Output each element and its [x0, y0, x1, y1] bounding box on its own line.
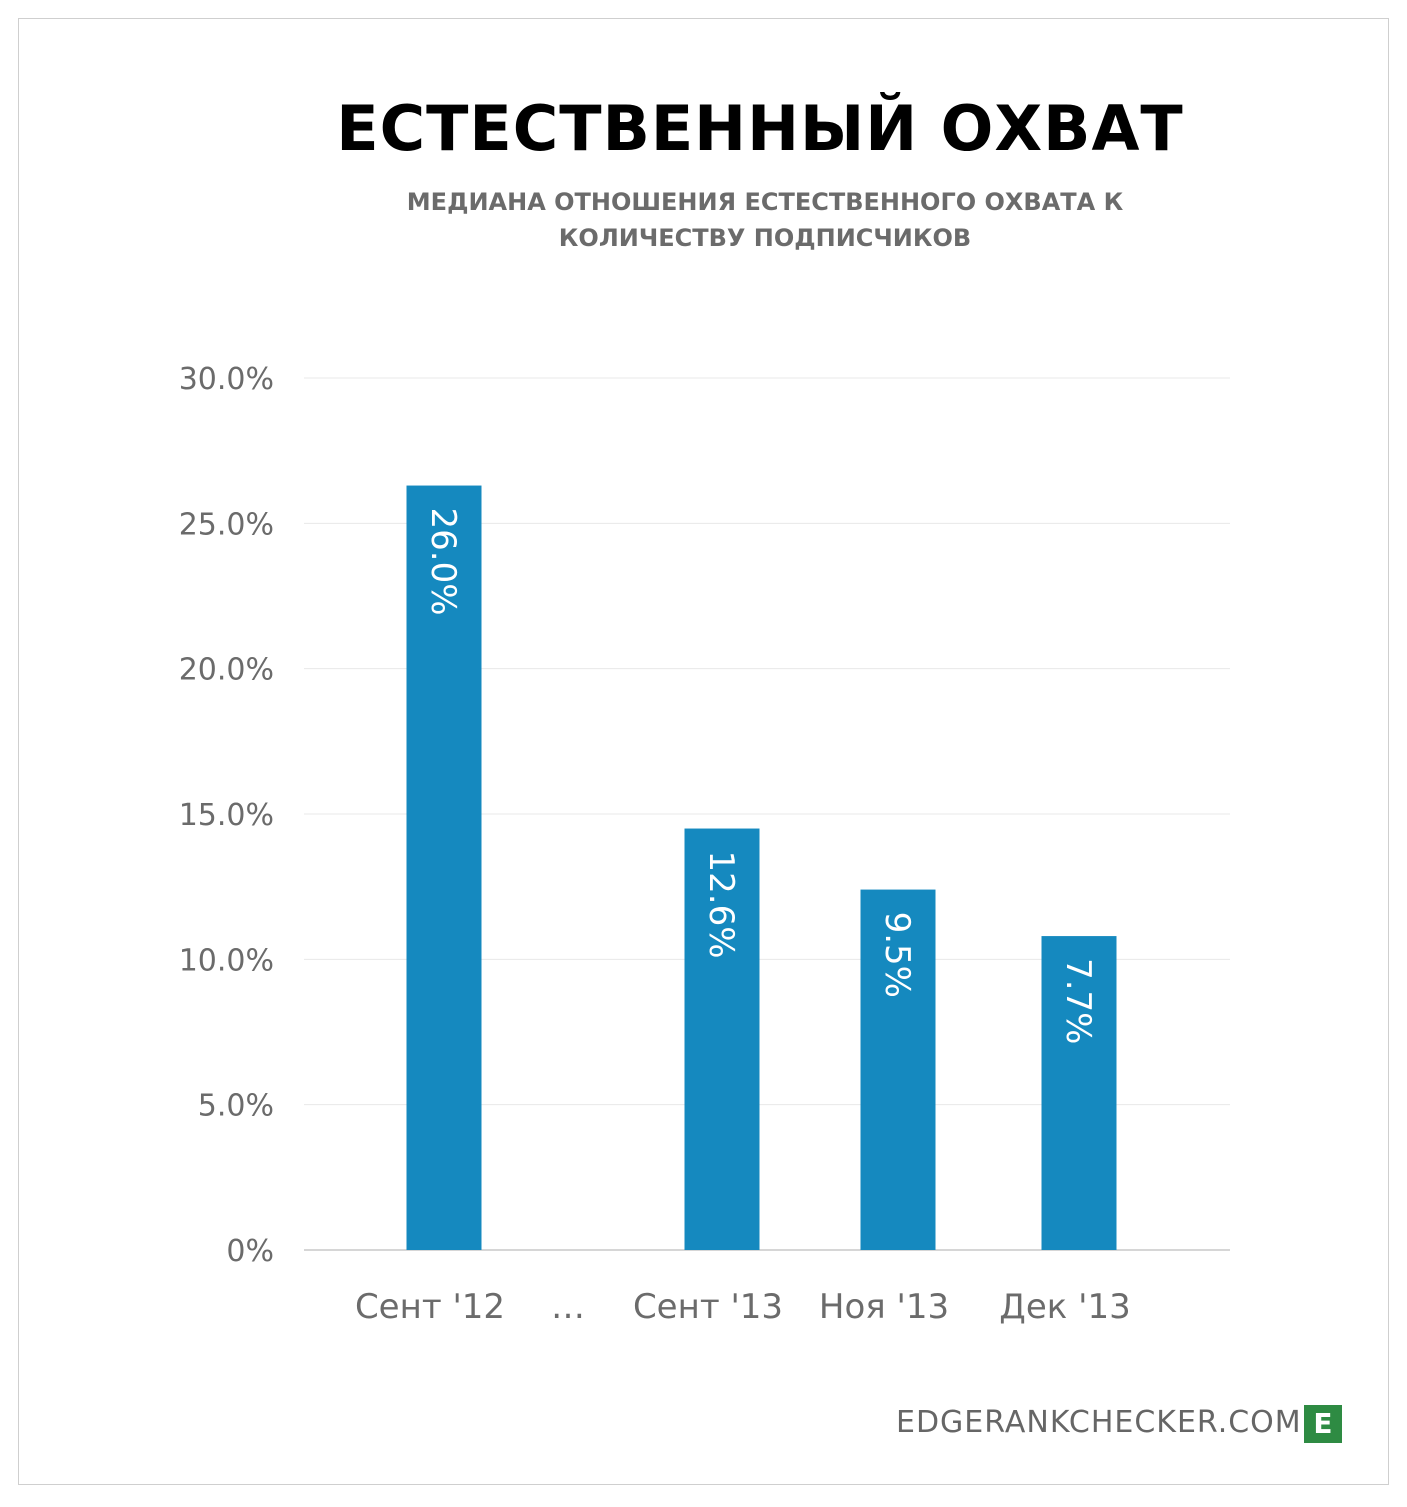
chart-title: ЕСТЕСТВЕННЫЙ ОХВАТ — [336, 92, 1184, 165]
bar — [1041, 936, 1117, 1250]
y-tick-label: 10.0% — [179, 943, 274, 978]
bar-data-label: 12.6% — [701, 851, 741, 959]
edgerank-logo: E — [1304, 1405, 1342, 1443]
bar — [860, 889, 936, 1250]
x-tick-label: … — [551, 1287, 585, 1327]
bar-data-label: 26.0% — [423, 508, 463, 616]
y-tick-label: 25.0% — [179, 507, 274, 542]
y-tick-label: 20.0% — [179, 653, 274, 688]
chart-subtitle: МЕДИАНА ОТНОШЕНИЯ ЕСТЕСТВЕННОГО ОХВАТА К… — [406, 188, 1124, 252]
x-tick-label: Дек '13 — [999, 1287, 1130, 1327]
bar-data-label: 7.7% — [1058, 958, 1098, 1044]
y-tick-label: 15.0% — [179, 798, 274, 833]
x-tick-label: Сент '12 — [355, 1287, 505, 1327]
x-tick-label: Ноя '13 — [819, 1287, 949, 1327]
y-tick-label: 0% — [226, 1234, 274, 1269]
footer-site[interactable]: EDGERANKCHECKER.COM — [896, 1405, 1302, 1440]
bar-data-label: 9.5% — [877, 912, 917, 998]
y-tick-label: 30.0% — [179, 362, 274, 397]
bar — [684, 828, 760, 1250]
x-tick-label: Сент '13 — [633, 1287, 783, 1327]
y-tick-label: 5.0% — [198, 1089, 274, 1124]
bar — [406, 485, 482, 1251]
